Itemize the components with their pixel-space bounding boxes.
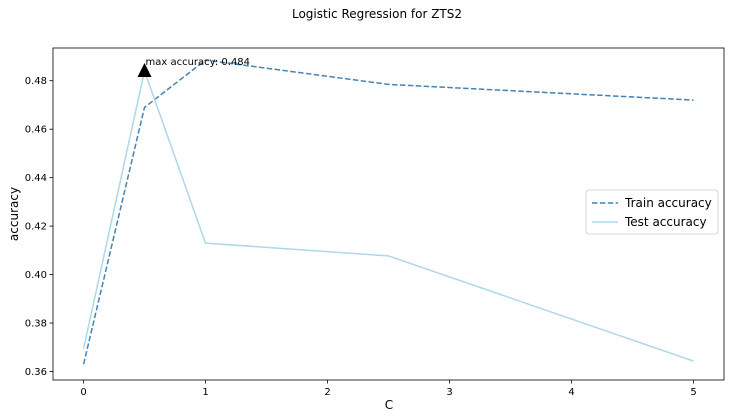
plot-frame (52, 47, 725, 381)
x-tick-label: 2 (324, 387, 330, 398)
axes: 0 1 2 3 4 5 0.36 0.38 0.40 0.42 0.44 0.46 0.48 (25, 47, 725, 398)
y-tick-label: 0.36 (25, 367, 47, 378)
series-line-0 (82, 59, 694, 365)
x-tick-label: 0 (80, 387, 86, 398)
legend-box (585, 189, 719, 235)
annotation-marker-0 (137, 63, 152, 78)
y-tick-label: 0.44 (25, 173, 47, 184)
chart-title: Logistic Regression for ZTS2 (292, 7, 462, 21)
x-tick-label: 1 (202, 387, 208, 398)
legend-label-0: Train accuracy (624, 196, 712, 210)
y-tick-label: 0.38 (25, 319, 47, 330)
legend-label-1: Test accuracy (624, 215, 707, 229)
y-tick-label: 0.42 (25, 222, 47, 233)
y-tick-label: 0.40 (25, 270, 47, 281)
annotation-text-0: max accuracy: 0.484 (146, 57, 251, 68)
y-tick-label: 0.46 (25, 125, 47, 136)
legend: Train accuracy Test accuracy (585, 189, 719, 235)
x-tick-label: 3 (446, 387, 452, 398)
y-axis-title: accuracy (7, 187, 21, 241)
plot-area: max accuracy: 0.484 (82, 57, 694, 365)
x-tick-label: 5 (690, 387, 696, 398)
x-tick-label: 4 (568, 387, 574, 398)
x-axis-title: C (385, 398, 393, 412)
y-tick-label: 0.48 (25, 76, 47, 87)
series-line-1 (82, 70, 694, 362)
